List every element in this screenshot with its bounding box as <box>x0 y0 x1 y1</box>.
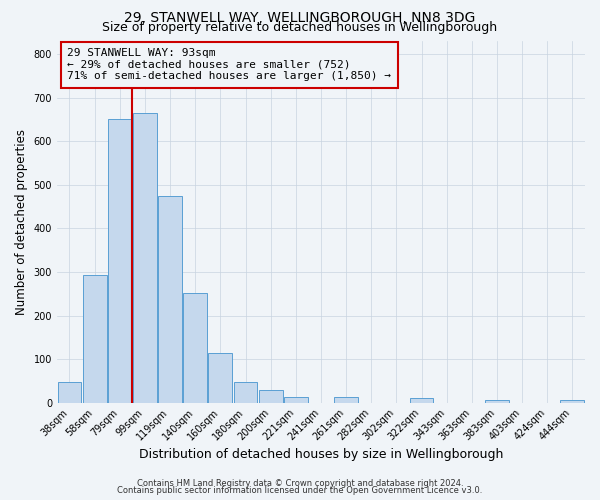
Bar <box>83 275 107 402</box>
Bar <box>233 382 257 402</box>
Bar <box>259 390 283 402</box>
Bar <box>284 396 308 402</box>
Bar <box>560 400 584 402</box>
Text: 29 STANWELL WAY: 93sqm
← 29% of detached houses are smaller (752)
71% of semi-de: 29 STANWELL WAY: 93sqm ← 29% of detached… <box>67 48 391 82</box>
Bar <box>334 397 358 402</box>
Bar <box>133 113 157 403</box>
Text: Size of property relative to detached houses in Wellingborough: Size of property relative to detached ho… <box>103 21 497 34</box>
Bar <box>58 382 82 402</box>
Bar <box>158 196 182 402</box>
X-axis label: Distribution of detached houses by size in Wellingborough: Distribution of detached houses by size … <box>139 448 503 461</box>
Bar <box>410 398 433 402</box>
Bar <box>183 293 207 403</box>
Text: Contains HM Land Registry data © Crown copyright and database right 2024.: Contains HM Land Registry data © Crown c… <box>137 478 463 488</box>
Bar <box>485 400 509 402</box>
Y-axis label: Number of detached properties: Number of detached properties <box>15 129 28 315</box>
Bar <box>108 118 132 403</box>
Text: 29, STANWELL WAY, WELLINGBOROUGH, NN8 3DG: 29, STANWELL WAY, WELLINGBOROUGH, NN8 3D… <box>124 11 476 25</box>
Bar <box>208 354 232 403</box>
Text: Contains public sector information licensed under the Open Government Licence v3: Contains public sector information licen… <box>118 486 482 495</box>
